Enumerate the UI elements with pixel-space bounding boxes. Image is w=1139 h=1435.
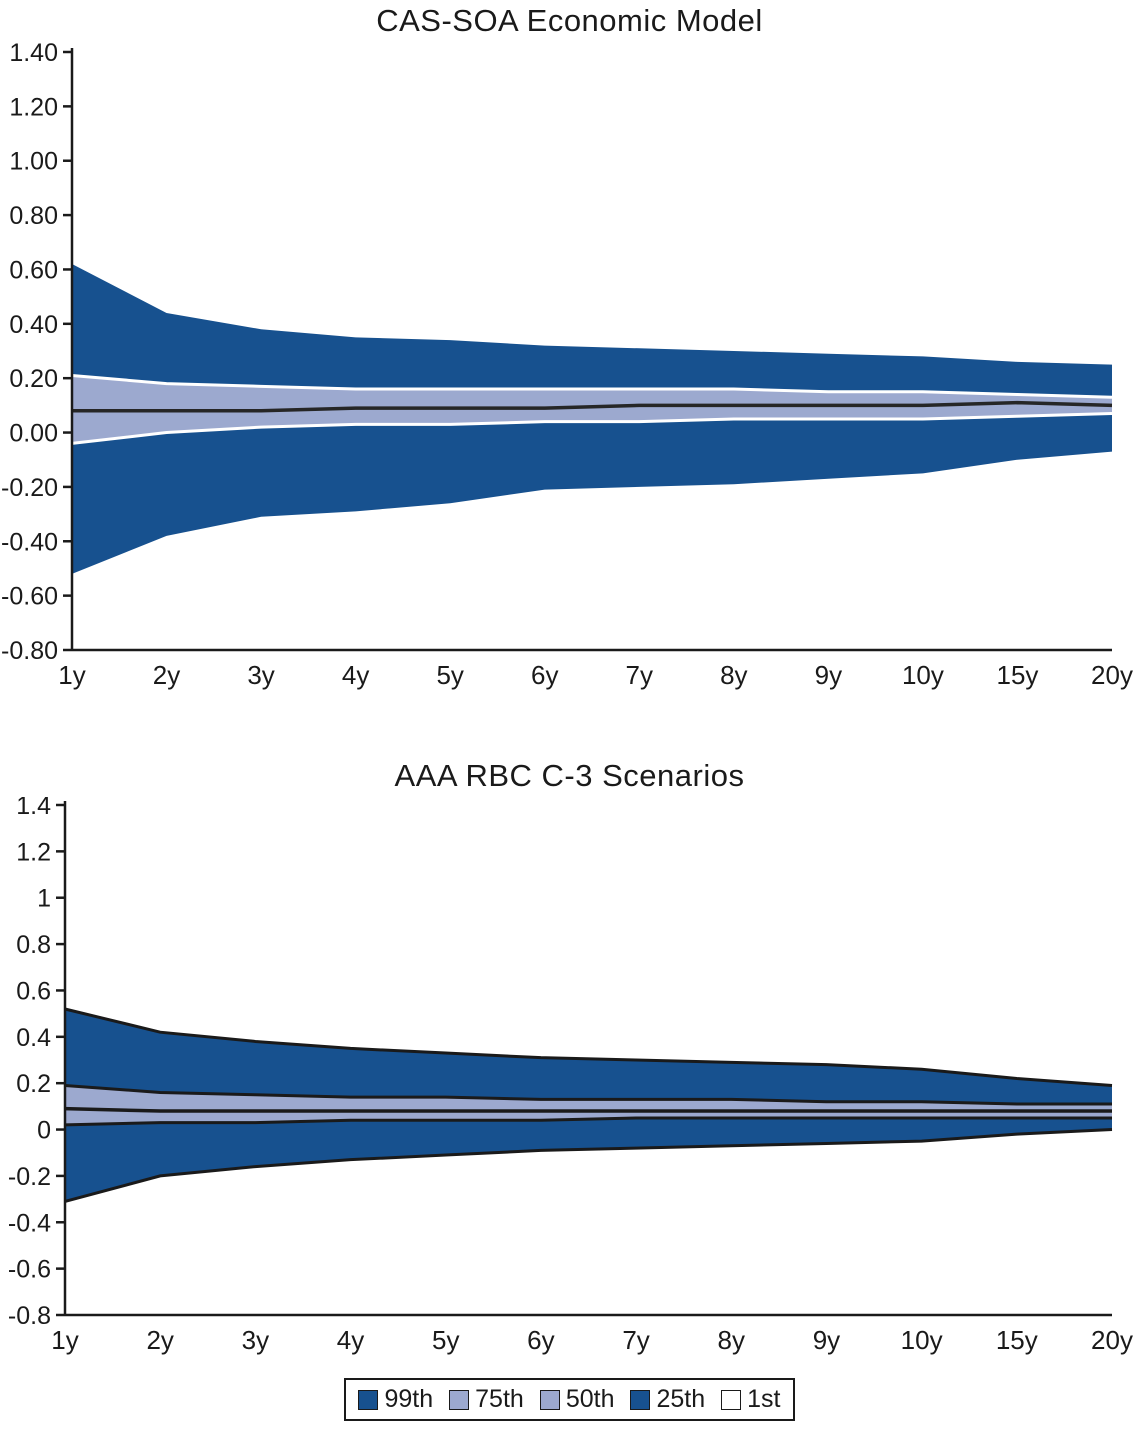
chart-legend: 99th 75th 50th 25th 1st [344, 1378, 795, 1421]
legend-label: 25th [656, 1385, 706, 1413]
chart-title-cas-soa: CAS-SOA Economic Model [376, 3, 763, 38]
legend-label: 50th [565, 1385, 615, 1413]
svg-text:20y: 20y [1091, 660, 1133, 690]
legend-swatch [721, 1389, 742, 1410]
legend-swatch [539, 1389, 560, 1410]
svg-text:6y: 6y [527, 1325, 554, 1355]
legend-label: 1st [747, 1385, 781, 1413]
svg-text:6y: 6y [531, 660, 558, 690]
svg-text:4y: 4y [342, 660, 369, 690]
svg-text:0.4: 0.4 [16, 1024, 51, 1052]
svg-text:10y: 10y [901, 1325, 943, 1355]
legend-item: 25th [630, 1385, 705, 1414]
chart-svg-0: 1.40 1.20 1.00 0.80 0.60 0.40 0.20 0.00 -0.20 -0.… [1, 42, 1133, 690]
svg-text:2y: 2y [153, 660, 180, 690]
svg-text:8y: 8y [720, 660, 747, 690]
legend-swatch [630, 1389, 651, 1410]
svg-text:-0.8: -0.8 [8, 1302, 51, 1330]
svg-text:1.20: 1.20 [9, 93, 58, 121]
svg-text:1y: 1y [51, 1325, 78, 1355]
legend-swatch [358, 1389, 379, 1410]
svg-text:1.2: 1.2 [16, 838, 51, 866]
svg-text:20y: 20y [1091, 1325, 1133, 1355]
svg-text:2y: 2y [146, 1325, 173, 1355]
svg-text:1y: 1y [58, 660, 85, 690]
svg-text:7y: 7y [622, 1325, 649, 1355]
svg-text:15y: 15y [996, 660, 1038, 690]
svg-text:-0.40: -0.40 [1, 528, 58, 556]
svg-text:-0.6: -0.6 [8, 1256, 51, 1284]
svg-text:-0.20: -0.20 [1, 474, 58, 502]
svg-text:3y: 3y [242, 1325, 269, 1355]
svg-text:0.00: 0.00 [9, 420, 58, 448]
svg-text:1.4: 1.4 [16, 797, 51, 820]
svg-text:5y: 5y [436, 660, 463, 690]
svg-text:4y: 4y [337, 1325, 364, 1355]
svg-text:-0.60: -0.60 [1, 583, 58, 611]
svg-text:5y: 5y [432, 1325, 459, 1355]
svg-text:15y: 15y [996, 1325, 1038, 1355]
legend-label: 75th [475, 1385, 524, 1413]
svg-text:0.8: 0.8 [16, 931, 51, 959]
legend-item: 99th [358, 1385, 433, 1414]
svg-text:0: 0 [37, 1117, 51, 1145]
svg-text:8y: 8y [718, 1325, 745, 1355]
svg-text:1.00: 1.00 [9, 148, 58, 176]
svg-text:0.2: 0.2 [16, 1070, 51, 1098]
svg-text:-0.80: -0.80 [1, 637, 58, 665]
legend-item: 50th [539, 1385, 615, 1414]
legend-label: 99th [384, 1385, 434, 1413]
svg-text:0.60: 0.60 [9, 256, 58, 284]
chart-aaa-rbc-c3-scenarios: AAA RBC C-3 Scenarios 1.4 1.2 1 0.8 0.6 0.4 0.… [0, 755, 1139, 1362]
svg-text:0.20: 0.20 [9, 365, 58, 393]
svg-text:1.40: 1.40 [9, 42, 58, 67]
svg-text:0.40: 0.40 [9, 311, 58, 339]
legend-swatch [449, 1389, 470, 1410]
svg-text:9y: 9y [813, 1325, 840, 1355]
chart-cas-soa-economic-model: CAS-SOA Economic Model 1.40 1.20 1.00 0.80 0… [0, 0, 1139, 697]
svg-text:7y: 7y [626, 660, 653, 690]
svg-text:3y: 3y [247, 660, 274, 690]
chart-svg-1: 1.4 1.2 1 0.8 0.6 0.4 0.2 0 -0.2 -0.4 -0.6 -0.81y 2y… [8, 797, 1133, 1355]
chart-title-aaa-rbc: AAA RBC C-3 Scenarios [394, 758, 745, 793]
svg-text:9y: 9y [815, 660, 842, 690]
svg-text:-0.4: -0.4 [8, 1209, 51, 1237]
legend-wrap: 99th 75th 50th 25th 1st [0, 1378, 1139, 1421]
legend-item: 1st [721, 1385, 781, 1414]
svg-text:0.6: 0.6 [16, 977, 51, 1005]
svg-text:1: 1 [37, 885, 51, 913]
svg-text:-0.2: -0.2 [8, 1163, 51, 1191]
legend-item: 75th [449, 1385, 524, 1414]
svg-text:10y: 10y [902, 660, 944, 690]
svg-text:0.80: 0.80 [9, 202, 58, 230]
